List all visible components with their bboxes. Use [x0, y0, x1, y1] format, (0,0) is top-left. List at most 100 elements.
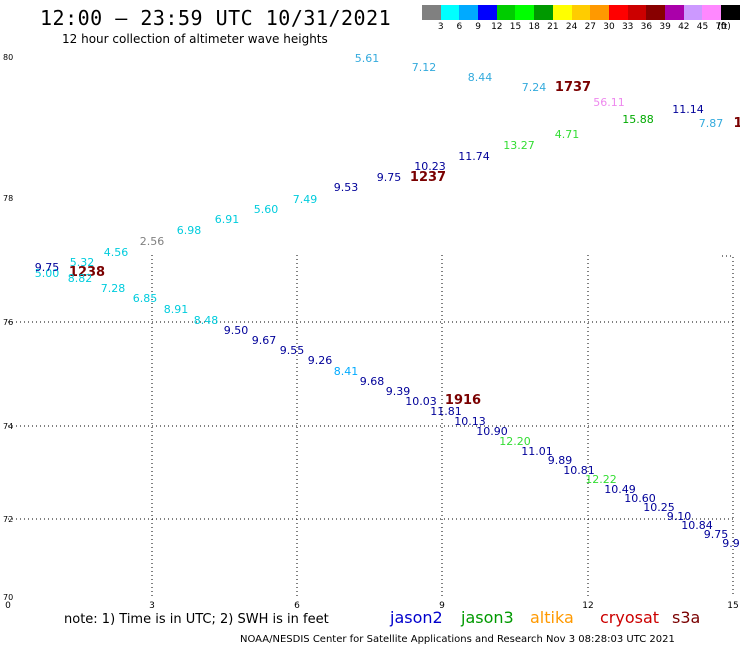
wave-height-label: 7.24 — [522, 81, 547, 94]
wave-height-label: 5.60 — [254, 203, 279, 216]
satellite-label: cryosat — [600, 608, 660, 627]
wave-height-label: 10.23 — [414, 160, 446, 173]
wave-height-label: 11.01 — [521, 445, 553, 458]
time-label: 1916 — [445, 393, 481, 408]
legend-label: 3 — [437, 22, 444, 32]
legend-swatch — [590, 5, 609, 20]
legend-swatch — [646, 5, 665, 20]
wave-height-label: 2.56 — [140, 235, 165, 248]
legend-label: 33 — [621, 22, 634, 32]
wave-height-label: 9.50 — [224, 324, 249, 337]
y-tick-label: 70 — [3, 593, 13, 602]
legend-label: 6 — [456, 22, 463, 32]
time-label: 1237 — [410, 170, 446, 185]
wave-height-label: 7.87 — [699, 117, 724, 130]
y-tick-label: 72 — [3, 515, 13, 524]
wave-height-label: 5.61 — [355, 52, 380, 65]
legend-label: 27 — [584, 22, 597, 32]
wave-height-label: 10.49 — [604, 483, 636, 496]
legend-label: 39 — [659, 22, 671, 32]
wave-height-label: 9.26 — [308, 354, 333, 367]
legend-swatch — [459, 5, 479, 20]
wave-height-label: 9.9 — [722, 537, 740, 550]
satellite-label: jason2 — [390, 608, 443, 627]
wave-height-label: 4.56 — [104, 246, 129, 259]
legend-swatch — [496, 5, 516, 20]
satellite-label: s3a — [672, 608, 701, 627]
legend-swatch — [664, 5, 684, 20]
legend-label: 70 — [715, 22, 727, 32]
x-tick-label: 0 — [5, 601, 11, 611]
wave-height-label: 9.75 — [377, 171, 402, 184]
legend-swatch — [627, 5, 647, 20]
wave-height-label: 9.75 — [704, 528, 729, 541]
wave-height-label: 11.81 — [430, 405, 462, 418]
footnote: note: 1) Time is in UTC; 2) SWH is in fe… — [64, 612, 329, 627]
legend-swatch — [608, 5, 628, 20]
wave-height-label: 8.44 — [468, 71, 493, 84]
x-tick-label: 9 — [439, 601, 445, 611]
wave-height-label: 6.85 — [133, 292, 158, 305]
map-ticks: 0 3 6 9 12 15 70 72 74 76 78 80 — [3, 53, 739, 611]
wave-height-label: 9.68 — [360, 375, 385, 388]
legend-label: 36 — [640, 22, 653, 32]
wave-height-label: 10.13 — [454, 415, 486, 428]
legend-label: 21 — [547, 22, 559, 32]
legend-label: 12 — [491, 22, 503, 32]
y-tick-label: 80 — [3, 53, 13, 62]
wave-height-label: 13.27 — [503, 139, 535, 152]
wave-height-label: 12.20 — [499, 435, 531, 448]
wave-height-label: 8.48 — [194, 314, 219, 327]
legend-swatch — [721, 5, 740, 20]
time-label: 1 — [733, 116, 740, 131]
satellite-label: jason3 — [461, 608, 514, 627]
wave-height-label: 6.98 — [177, 224, 202, 237]
legend-swatch — [422, 5, 441, 20]
wave-height-label: 6.91 — [215, 213, 240, 226]
satellite-label: altika — [530, 608, 574, 627]
time-label: 1737 — [555, 80, 591, 95]
map-subtitle: 12 hour collection of altimeter wave hei… — [62, 32, 328, 46]
wave-height-label: 11.74 — [458, 150, 490, 163]
x-tick-label: 6 — [294, 601, 300, 611]
wave-height-label: 10.03 — [405, 395, 437, 408]
legend-swatch — [440, 5, 460, 20]
x-tick-label: 15 — [727, 601, 738, 611]
x-tick-label: 3 — [149, 601, 155, 611]
wave-height-legend-labels: 3 6 9 12 15 18 21 24 27 30 33 36 39 42 45 70 (ft) — [422, 22, 740, 34]
wave-height-label: 7.12 — [412, 61, 437, 74]
wave-height-label: 10.84 — [681, 519, 713, 532]
legend-label: 18 — [528, 22, 540, 32]
wave-height-label: 9.67 — [252, 334, 277, 347]
wave-height-label: 12.22 — [585, 473, 617, 486]
wave-height-label: 9.89 — [548, 454, 573, 467]
legend-swatch — [571, 5, 591, 20]
legend-swatch — [552, 5, 572, 20]
map-grid — [8, 255, 734, 597]
wave-height-label: 10.60 — [624, 492, 656, 505]
wave-height-label: 11.14 — [672, 103, 704, 116]
wave-height-label: 7.49 — [293, 193, 318, 206]
wave-height-label: 7.28 — [101, 282, 126, 295]
wave-height-label: 10.90 — [476, 425, 508, 438]
x-tick-label: 12 — [582, 601, 593, 611]
y-tick-label: 76 — [3, 318, 13, 327]
legend-label: 30 — [603, 22, 615, 32]
wave-height-label: 9.39 — [386, 385, 411, 398]
wave-height-label: 4.71 — [555, 128, 580, 141]
credit-line: NOAA/NESDIS Center for Satellite Applica… — [240, 634, 675, 645]
wave-height-label: 15.88 — [622, 113, 654, 126]
legend-label: 15 — [509, 22, 522, 32]
y-tick-label: 74 — [3, 422, 13, 431]
legend-swatch — [478, 5, 497, 20]
legend-label: 24 — [565, 22, 578, 32]
wave-height-label: 5.32 — [70, 256, 95, 269]
wave-height-label: 8.41 — [334, 365, 359, 378]
wave-height-label: 10.81 — [563, 464, 595, 477]
wave-height-label: 8.82 — [68, 272, 93, 285]
y-tick-label: 78 — [3, 194, 13, 203]
legend-swatch — [534, 5, 553, 20]
